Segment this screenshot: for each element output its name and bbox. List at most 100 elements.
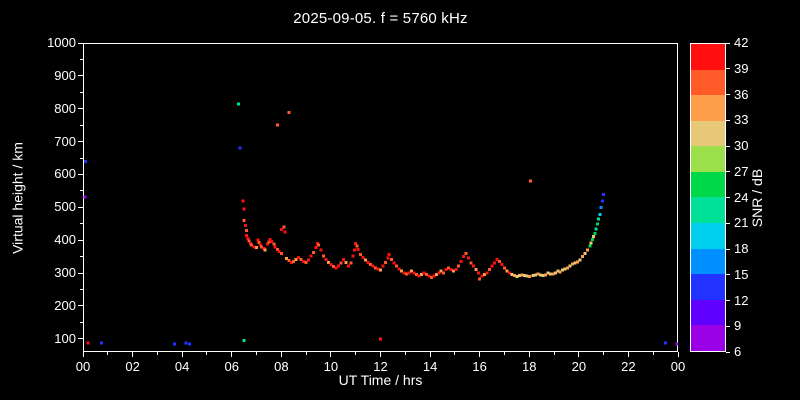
data-point <box>588 244 592 248</box>
data-point <box>376 267 380 271</box>
data-point <box>529 179 532 183</box>
colorbar-tick-label: 6 <box>734 344 742 359</box>
data-point <box>664 341 668 345</box>
data-point <box>294 257 298 261</box>
data-point <box>525 274 529 278</box>
data-point <box>407 271 411 275</box>
colorbar-tick <box>726 300 730 301</box>
data-point <box>336 264 340 268</box>
colorbar-tick-label: 36 <box>734 86 749 102</box>
data-point <box>600 199 604 203</box>
data-point <box>568 264 572 268</box>
data-point <box>331 265 335 268</box>
data-point <box>381 264 385 268</box>
x-tick <box>231 352 233 357</box>
x-minor-tick <box>107 352 109 355</box>
data-point <box>531 274 535 278</box>
data-point <box>522 273 526 277</box>
plot-area <box>83 43 678 352</box>
data-point <box>242 339 246 342</box>
data-point <box>541 273 545 277</box>
data-point <box>566 266 570 270</box>
data-point <box>273 245 277 249</box>
x-axis-label: UT Time / hrs <box>338 372 423 388</box>
colorbar-tick-label: 18 <box>734 241 749 256</box>
data-point <box>83 195 87 199</box>
y-tick-label: 300 <box>54 265 76 281</box>
data-point <box>592 234 596 238</box>
colorbar-tick-label: 15 <box>734 266 749 282</box>
data-point <box>289 261 293 265</box>
data-point <box>366 261 370 265</box>
colorbar-tick-label: 42 <box>734 35 749 50</box>
x-tick <box>380 352 381 357</box>
data-point <box>309 254 313 258</box>
x-tick-label: 16 <box>472 359 487 374</box>
colorbar-segment <box>691 69 725 96</box>
x-tick <box>479 352 481 357</box>
x-minor-tick <box>553 352 555 355</box>
x-tick <box>627 352 629 357</box>
x-tick <box>330 352 332 357</box>
data-point <box>520 273 524 277</box>
y-tick <box>78 272 83 274</box>
colorbar-tick <box>726 68 730 70</box>
data-point <box>326 261 330 265</box>
colorbar-segment <box>691 274 725 300</box>
data-point <box>302 259 306 263</box>
colorbar-segment <box>691 325 725 351</box>
colorbar-tick <box>726 94 730 95</box>
data-point <box>419 272 423 276</box>
x-tick-label: 08 <box>274 359 289 374</box>
data-point <box>379 268 382 272</box>
data-point <box>395 264 399 268</box>
colorbar-tick <box>726 325 730 327</box>
data-point <box>454 268 458 271</box>
data-point <box>329 263 333 267</box>
data-point <box>173 342 177 346</box>
data-point <box>267 240 271 244</box>
data-point <box>578 258 582 262</box>
data-point <box>485 271 489 275</box>
y-tick <box>78 173 83 175</box>
x-tick-label: 04 <box>174 359 190 374</box>
data-point <box>276 123 280 127</box>
x-minor-tick <box>454 352 456 355</box>
data-point <box>248 242 252 245</box>
colorbar-segment <box>691 171 725 198</box>
data-point <box>599 206 603 210</box>
y-tick-label: 200 <box>54 297 76 313</box>
data-point <box>414 272 418 276</box>
data-point <box>304 261 308 265</box>
data-point <box>422 271 426 275</box>
data-point <box>412 271 416 275</box>
colorbar-tick-label: 30 <box>734 138 749 153</box>
x-minor-tick <box>305 352 307 355</box>
data-point <box>533 273 537 277</box>
data-point <box>262 247 266 250</box>
data-point <box>256 238 260 242</box>
y-minor-tick <box>80 58 83 60</box>
data-point <box>467 256 470 260</box>
x-tick-label: 00 <box>670 359 686 374</box>
x-minor-tick <box>206 352 208 355</box>
data-point <box>353 248 356 252</box>
data-point <box>245 228 249 232</box>
data-point <box>503 266 506 270</box>
data-point <box>558 270 562 274</box>
data-point <box>292 259 296 263</box>
colorbar-tick <box>726 145 730 147</box>
data-point <box>447 266 451 270</box>
data-point <box>490 264 494 268</box>
data-point <box>297 256 301 260</box>
data-point <box>452 269 456 273</box>
data-point <box>593 231 597 235</box>
colorbar-segments <box>691 44 725 351</box>
data-point <box>449 268 453 271</box>
colorbar-tick-label: 39 <box>734 60 749 76</box>
x-tick-label: 00 <box>75 359 91 374</box>
data-point <box>392 261 396 265</box>
colorbar-segment <box>691 299 725 326</box>
data-point <box>277 250 281 254</box>
data-point <box>595 222 599 226</box>
